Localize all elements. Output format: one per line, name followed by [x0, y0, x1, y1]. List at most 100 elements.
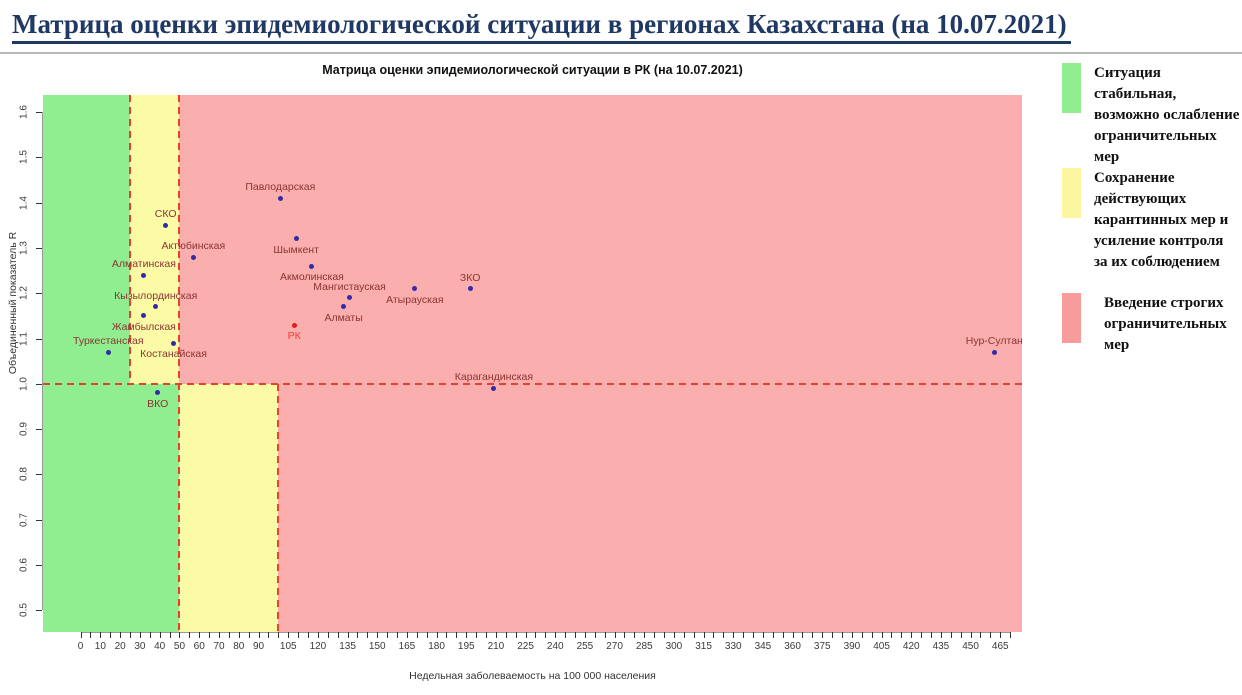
x-tick [960, 632, 962, 638]
x-tick [179, 632, 181, 638]
x-tick [634, 632, 636, 638]
x-tick [753, 632, 755, 638]
y-tick [36, 338, 42, 340]
y-tick-label: 0.7 [18, 512, 30, 527]
x-tick-label: 20 [114, 641, 126, 652]
x-tick-label: 165 [398, 641, 416, 652]
green-zone-lower [43, 383, 180, 632]
data-point-label: Карагандинская [454, 371, 534, 384]
x-tick [397, 632, 399, 638]
data-point [171, 340, 177, 346]
x-tick [683, 632, 685, 638]
x-tick [614, 632, 616, 638]
x-tick [555, 632, 557, 638]
x-tick [802, 632, 804, 638]
x-tick [149, 632, 151, 638]
legend-text: Ситуация стабильная, возможно ослабление… [1094, 65, 1240, 165]
threshold-r1 [43, 382, 1022, 385]
x-tick-label: 435 [932, 641, 950, 652]
x-tick [90, 632, 92, 638]
data-point-label: Атырауская [386, 293, 444, 306]
y-tick [36, 112, 42, 114]
data-point-label: Алматинская [111, 258, 176, 271]
x-tick [416, 632, 418, 638]
x-tick [950, 632, 952, 638]
data-point-label: СКО [154, 208, 177, 221]
y-tick [36, 383, 42, 385]
x-tick [406, 632, 408, 638]
y-tick-label: 1.6 [18, 105, 30, 120]
y-tick [36, 564, 42, 566]
red-zone-lower [278, 383, 1022, 632]
x-tick [130, 632, 132, 638]
chart-title: Матрица оценки эпидемиологической ситуац… [322, 63, 743, 77]
data-point [153, 304, 159, 310]
x-tick [278, 632, 280, 638]
x-tick-label: 315 [695, 641, 712, 652]
x-tick [575, 632, 577, 638]
legend-text: Сохранение действующих карантинных мер и… [1094, 170, 1229, 270]
x-tick [199, 632, 201, 638]
data-point-label: Алматы [324, 311, 363, 324]
x-tick [545, 632, 547, 638]
x-tick-label: 50 [173, 641, 186, 652]
y-tick [36, 293, 42, 295]
x-tick [337, 632, 339, 638]
data-point-label: РК [287, 330, 301, 342]
x-tick-label: 390 [843, 641, 861, 652]
x-tick-label: 255 [576, 641, 594, 652]
x-tick [673, 632, 675, 638]
x-tick-label: 10 [94, 641, 106, 652]
x-tick-label: 120 [309, 641, 327, 652]
x-axis-line [80, 632, 1011, 633]
data-point [309, 263, 315, 269]
data-point [277, 195, 283, 201]
x-tick [466, 632, 468, 638]
x-tick [80, 632, 82, 638]
x-tick [347, 632, 349, 638]
x-tick [258, 632, 260, 638]
x-tick-label: 240 [546, 641, 564, 652]
x-tick [604, 632, 606, 638]
y-axis-title: Объединенный показатель R [7, 231, 19, 375]
x-tick [298, 632, 300, 638]
x-tick [723, 632, 725, 638]
x-tick [505, 632, 507, 638]
x-tick-label: 210 [487, 641, 505, 652]
x-tick [733, 632, 735, 638]
y-tick-label: 0.8 [18, 467, 30, 482]
x-tick [624, 632, 626, 638]
y-tick-label: 0.9 [18, 422, 30, 437]
y-tick [36, 474, 42, 476]
x-tick [664, 632, 666, 638]
x-tick-label: 150 [368, 641, 386, 652]
legend-swatch [1062, 293, 1081, 343]
x-tick [120, 632, 122, 638]
x-tick-label: 105 [279, 641, 297, 652]
data-point-label: Актюбинская [161, 240, 226, 253]
x-tick [486, 632, 488, 638]
x-tick [891, 632, 893, 638]
data-point [155, 390, 161, 396]
x-tick [703, 632, 705, 638]
y-tick [36, 610, 42, 612]
green-zone-upper [43, 95, 131, 384]
x-tick [446, 632, 448, 638]
data-point [190, 254, 196, 260]
data-point [412, 286, 418, 292]
data-point-label: Кызылординская [114, 289, 198, 302]
threshold-x25-upper [129, 95, 132, 384]
data-point [141, 272, 147, 278]
x-tick-label: 405 [873, 641, 890, 652]
x-tick [139, 632, 141, 638]
header-divider [0, 52, 1242, 54]
epidemic-matrix-chart: Матрица оценки эпидемиологической ситуац… [0, 58, 1242, 695]
x-tick [644, 632, 646, 638]
x-tick [1000, 632, 1002, 638]
data-point-label: ЗКО [459, 271, 481, 284]
x-tick [931, 632, 933, 638]
data-point-label: Туркестанская [73, 335, 144, 348]
x-tick-label: 360 [784, 641, 801, 652]
data-point [991, 349, 997, 355]
x-tick [565, 632, 567, 638]
